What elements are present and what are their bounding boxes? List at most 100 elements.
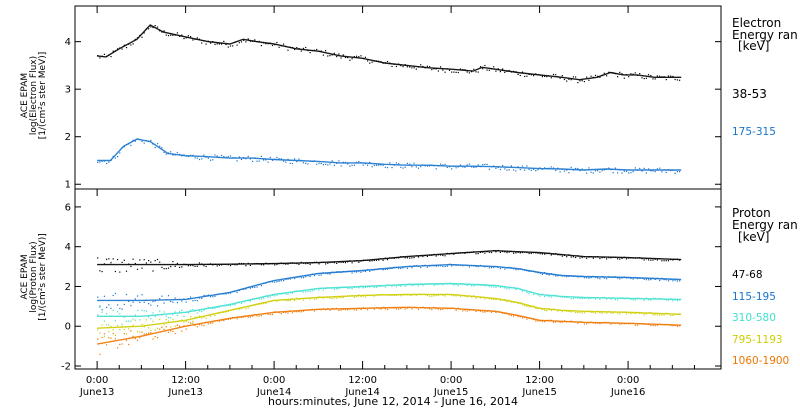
- data-point: [670, 298, 672, 300]
- data-point: [648, 312, 650, 314]
- data-point: [592, 311, 594, 313]
- data-point: [519, 252, 521, 254]
- data-point: [245, 315, 247, 317]
- data-point: [484, 252, 486, 254]
- data-point: [378, 285, 380, 287]
- data-point: [349, 308, 351, 310]
- data-point: [623, 311, 625, 313]
- data-point: [515, 301, 517, 303]
- data-point: [391, 307, 393, 309]
- data-point: [298, 263, 300, 265]
- data-point: [108, 324, 110, 326]
- data-point: [610, 298, 612, 300]
- data-point: [342, 54, 344, 56]
- data-point: [645, 77, 647, 79]
- data-point: [327, 55, 329, 57]
- data-point: [477, 283, 479, 285]
- data-point: [294, 277, 296, 280]
- data-point: [132, 301, 134, 303]
- data-point: [513, 287, 515, 289]
- data-point: [404, 257, 406, 259]
- data-point: [349, 295, 351, 297]
- data-point: [139, 138, 141, 140]
- data-point: [229, 265, 232, 267]
- data-point: [240, 316, 243, 319]
- data-point: [667, 260, 670, 262]
- data-point: [459, 295, 462, 297]
- y-axis-label-line: [1/(cm²s ster MeV)]: [38, 52, 48, 139]
- data-point: [606, 321, 608, 323]
- data-point: [499, 168, 501, 171]
- data-point: [294, 262, 296, 264]
- data-point: [336, 271, 338, 273]
- data-point: [539, 320, 541, 322]
- data-point: [384, 308, 386, 310]
- data-point: [586, 310, 588, 312]
- data-point: [351, 288, 353, 290]
- data-point: [121, 323, 123, 325]
- data-point: [269, 281, 271, 283]
- data-point: [610, 257, 612, 259]
- data-point: [320, 296, 322, 298]
- data-point: [375, 286, 378, 288]
- data-point: [285, 161, 287, 163]
- data-point: [386, 167, 389, 169]
- data-point: [486, 310, 488, 312]
- data-point: [468, 295, 470, 297]
- data-point: [411, 284, 413, 287]
- data-point: [648, 323, 650, 326]
- data-point: [150, 304, 152, 306]
- data-point: [517, 269, 519, 271]
- data-point: [548, 75, 550, 77]
- data-point: [601, 170, 603, 172]
- data-point: [426, 283, 428, 285]
- data-point: [537, 320, 539, 322]
- data-point: [296, 290, 298, 292]
- data-point: [360, 260, 362, 262]
- data-point: [161, 266, 163, 268]
- data-point: [446, 293, 448, 295]
- data-point: [468, 163, 470, 165]
- data-point: [650, 312, 652, 314]
- data-point: [296, 311, 298, 313]
- data-point: [561, 255, 563, 257]
- data-point: [539, 74, 541, 76]
- data-point: [309, 160, 311, 162]
- data-point: [300, 277, 302, 279]
- data-point: [477, 253, 479, 255]
- data-point: [448, 69, 451, 71]
- data-point: [258, 160, 260, 162]
- data-point: [254, 39, 256, 41]
- data-point: [464, 295, 466, 297]
- data-point: [305, 263, 307, 265]
- data-point: [238, 42, 240, 44]
- data-point: [145, 319, 147, 321]
- legend-entry-115-195: 115-195: [732, 291, 776, 303]
- data-point: [672, 259, 674, 261]
- data-point: [435, 308, 437, 310]
- data-point: [429, 265, 431, 267]
- data-point: [331, 298, 333, 300]
- data-point: [630, 73, 632, 75]
- data-point: [340, 165, 342, 167]
- data-point: [433, 265, 435, 267]
- data-point: [621, 297, 623, 299]
- data-point: [101, 324, 103, 326]
- data-point: [634, 72, 636, 74]
- data-point: [590, 171, 592, 173]
- data-point: [223, 320, 225, 322]
- data-point: [594, 298, 597, 300]
- data-point: [393, 294, 395, 296]
- data-point: [519, 288, 521, 290]
- data-point: [351, 58, 353, 60]
- data-point: [537, 169, 539, 171]
- data-point: [389, 62, 391, 64]
- data-point: [398, 163, 400, 165]
- data-point: [212, 307, 214, 310]
- data-point: [97, 314, 99, 316]
- data-point: [198, 158, 201, 161]
- data-point: [570, 298, 572, 300]
- data-point: [667, 169, 670, 171]
- data-point: [623, 256, 625, 258]
